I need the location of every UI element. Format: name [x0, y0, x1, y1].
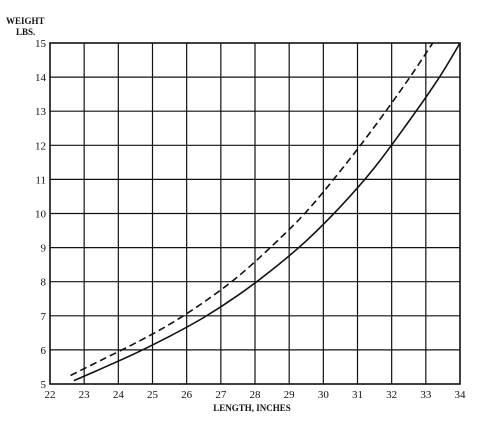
x-tick-label: 34	[455, 389, 467, 401]
x-tick-label: 33	[420, 389, 432, 401]
x-tick-label: 23	[79, 389, 91, 401]
y-tick-label: 7	[41, 311, 47, 323]
y-tick-label: 5	[41, 379, 47, 391]
x-tick-label: 24	[113, 389, 125, 401]
x-tick-label: 27	[215, 389, 227, 401]
y-tick-label: 10	[35, 209, 47, 221]
x-tick-label: 26	[181, 389, 193, 401]
y-tick-label: 11	[35, 174, 46, 186]
y-tick-label: 15	[35, 38, 47, 50]
x-tick-label: 31	[352, 389, 363, 401]
y-tick-label: 13	[35, 106, 47, 118]
y-tick-label: 14	[35, 72, 47, 84]
y-tick-label: 6	[41, 345, 47, 357]
plot-frame	[49, 42, 461, 385]
x-tick-label: 30	[318, 389, 330, 401]
x-axis-label: LENGTH, INCHES	[213, 403, 291, 413]
y-tick-label: 9	[41, 243, 47, 255]
y-tick-label: 12	[35, 140, 46, 152]
x-tick-label: 22	[45, 389, 56, 401]
series-layer	[70, 42, 461, 382]
y-tick-label: 8	[41, 277, 47, 289]
x-tick-label: 28	[250, 389, 262, 401]
grid	[50, 43, 460, 384]
y-tick-labels: 5 6 7 8 9 10 11 12 13 14 15	[35, 38, 47, 391]
x-tick-label: 25	[147, 389, 159, 401]
x-tick-labels: 22 23 24 25 26 27 28 29 30 31 32 33 34	[45, 389, 467, 401]
y-axis-label-line1: WEIGHT	[6, 16, 45, 26]
series-line-dashed	[70, 42, 434, 377]
y-axis-label-line2: LBS.	[16, 27, 35, 37]
x-tick-label: 29	[284, 389, 296, 401]
series-line-solid	[73, 42, 461, 382]
x-tick-label: 32	[386, 389, 397, 401]
